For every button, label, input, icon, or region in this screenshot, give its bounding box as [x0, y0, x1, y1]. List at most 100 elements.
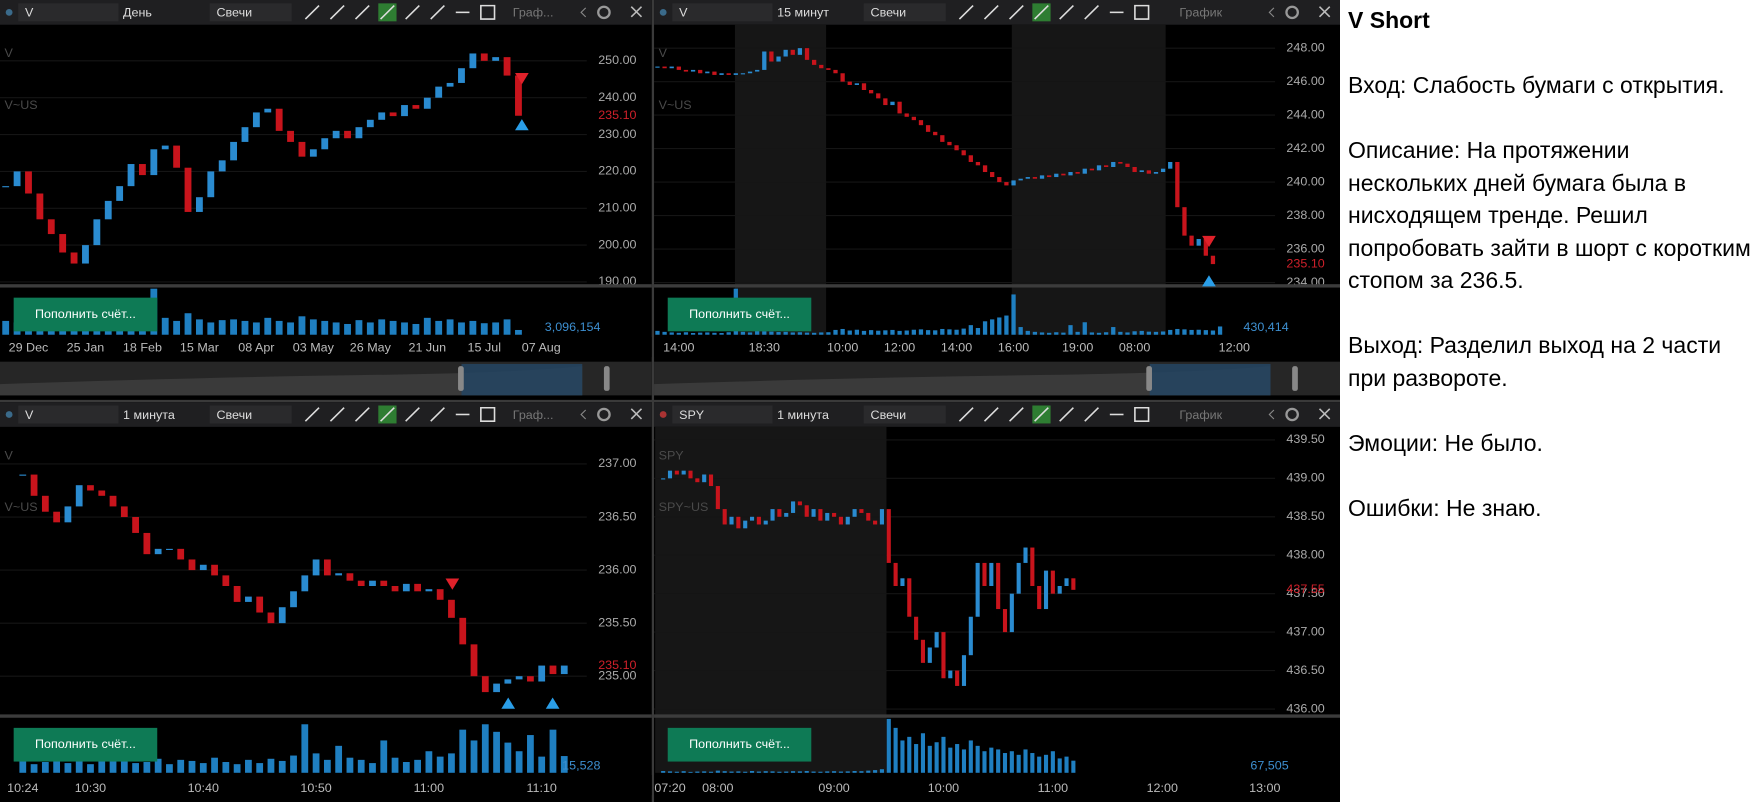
tool-icon[interactable] — [430, 407, 445, 422]
tool-icon[interactable] — [1034, 407, 1049, 422]
close-icon[interactable] — [1318, 408, 1331, 420]
tool-icon[interactable] — [329, 5, 345, 20]
navigator-handle[interactable] — [1292, 366, 1298, 391]
interval[interactable]: 1 минута — [123, 408, 175, 422]
settings-icon[interactable] — [597, 407, 611, 422]
collapse-icon[interactable] — [580, 7, 587, 18]
deposit-button[interactable] — [667, 297, 812, 332]
tool-icon[interactable] — [354, 407, 370, 422]
tool-icon[interactable] — [983, 407, 999, 422]
tool-icon[interactable] — [958, 5, 974, 20]
symbol-field[interactable] — [672, 3, 773, 22]
deposit-button-label[interactable]: Пополнить счёт... — [689, 737, 790, 751]
tool-icon[interactable] — [405, 407, 420, 422]
tool-icon[interactable] — [380, 5, 395, 20]
tool-icon[interactable] — [1134, 406, 1150, 423]
candle — [492, 57, 500, 61]
y-tick-label: 220.00 — [598, 164, 636, 178]
symbol-field[interactable] — [672, 405, 773, 424]
volume-bar — [446, 319, 454, 335]
tool-icon[interactable] — [430, 5, 445, 20]
symbol[interactable]: V — [25, 6, 34, 20]
volume-bar — [1068, 325, 1073, 335]
symbol[interactable]: V — [679, 6, 688, 20]
close-icon[interactable] — [630, 6, 643, 18]
tool-icon[interactable] — [1134, 4, 1150, 20]
interval[interactable]: 1 минута — [777, 408, 829, 422]
tool-icon[interactable] — [1059, 5, 1074, 20]
style-field[interactable] — [863, 3, 946, 22]
x-tick-label: 13:00 — [1249, 781, 1280, 795]
deposit-button[interactable] — [13, 727, 158, 762]
style-field[interactable] — [209, 405, 292, 424]
close-icon[interactable] — [1318, 6, 1331, 18]
x-tick-label: 12:00 — [1147, 781, 1178, 795]
tool-icon[interactable] — [304, 5, 320, 20]
navigator-handle[interactable] — [603, 366, 610, 391]
navigator-window[interactable] — [1149, 363, 1271, 396]
tool-icon[interactable] — [329, 407, 345, 422]
chart-tab[interactable]: Граф... — [513, 6, 554, 20]
candle — [722, 509, 727, 525]
style-field[interactable] — [209, 3, 292, 22]
chart-style[interactable]: Свечи — [871, 6, 907, 20]
collapse-icon[interactable] — [1268, 409, 1275, 420]
symbol[interactable]: SPY — [679, 408, 705, 422]
x-tick-label: 18:30 — [749, 341, 780, 355]
collapse-icon[interactable] — [1268, 7, 1275, 18]
candle — [150, 149, 158, 176]
symbol-field[interactable] — [18, 3, 119, 22]
candle — [947, 141, 952, 146]
candle — [436, 589, 444, 600]
candle — [733, 73, 738, 75]
tool-icon[interactable] — [380, 407, 395, 422]
volume-bar — [797, 332, 803, 335]
deposit-button[interactable] — [667, 727, 812, 762]
settings-icon[interactable] — [1285, 407, 1299, 422]
candle — [770, 509, 775, 521]
symbol-field[interactable] — [18, 405, 119, 424]
chart-tab[interactable]: График — [1179, 6, 1222, 20]
tool-icon[interactable] — [405, 5, 420, 20]
tool-icon[interactable] — [480, 4, 496, 20]
interval[interactable]: 15 минут — [777, 6, 829, 20]
tool-icon[interactable] — [958, 407, 974, 422]
navigator-window[interactable] — [461, 363, 583, 396]
deposit-button[interactable] — [13, 297, 158, 332]
symbol[interactable]: V — [25, 408, 34, 422]
candle — [1125, 163, 1130, 168]
tool-icon[interactable] — [983, 5, 999, 20]
chart-style[interactable]: Свечи — [871, 408, 907, 422]
deposit-button-label[interactable]: Пополнить счёт... — [35, 307, 136, 321]
interval[interactable]: День — [123, 6, 152, 20]
chart-tab[interactable]: Граф... — [513, 408, 554, 422]
candle — [446, 82, 454, 87]
deposit-button-label[interactable]: Пополнить счёт... — [35, 737, 136, 751]
tool-icon[interactable] — [304, 407, 320, 422]
style-field[interactable] — [863, 405, 946, 424]
settings-icon[interactable] — [1285, 5, 1299, 20]
candle — [719, 73, 724, 75]
tool-icon[interactable] — [1084, 407, 1099, 422]
tool-icon[interactable] — [480, 406, 496, 423]
volume-bar — [1111, 327, 1116, 335]
chart-style[interactable]: Свечи — [216, 408, 252, 422]
chart-tab[interactable]: График — [1179, 408, 1222, 422]
volume-bar — [435, 320, 443, 335]
tool-icon[interactable] — [354, 5, 370, 20]
navigator-handle[interactable] — [458, 366, 464, 391]
x-tick-label: 10:24 — [7, 781, 38, 795]
tool-icon[interactable] — [1059, 407, 1074, 422]
close-icon[interactable] — [630, 408, 643, 420]
tool-icon[interactable] — [1008, 5, 1024, 20]
deposit-button-label[interactable]: Пополнить счёт... — [689, 307, 790, 321]
navigator-handle[interactable] — [1146, 366, 1152, 391]
tool-icon[interactable] — [1084, 5, 1099, 20]
tool-icon[interactable] — [1034, 5, 1049, 20]
collapse-icon[interactable] — [580, 409, 587, 420]
settings-icon[interactable] — [597, 5, 611, 20]
y-tick-label: 250.00 — [598, 53, 636, 67]
chart-style[interactable]: Свечи — [216, 6, 252, 20]
tool-icon[interactable] — [1008, 407, 1024, 422]
candle — [893, 562, 898, 586]
